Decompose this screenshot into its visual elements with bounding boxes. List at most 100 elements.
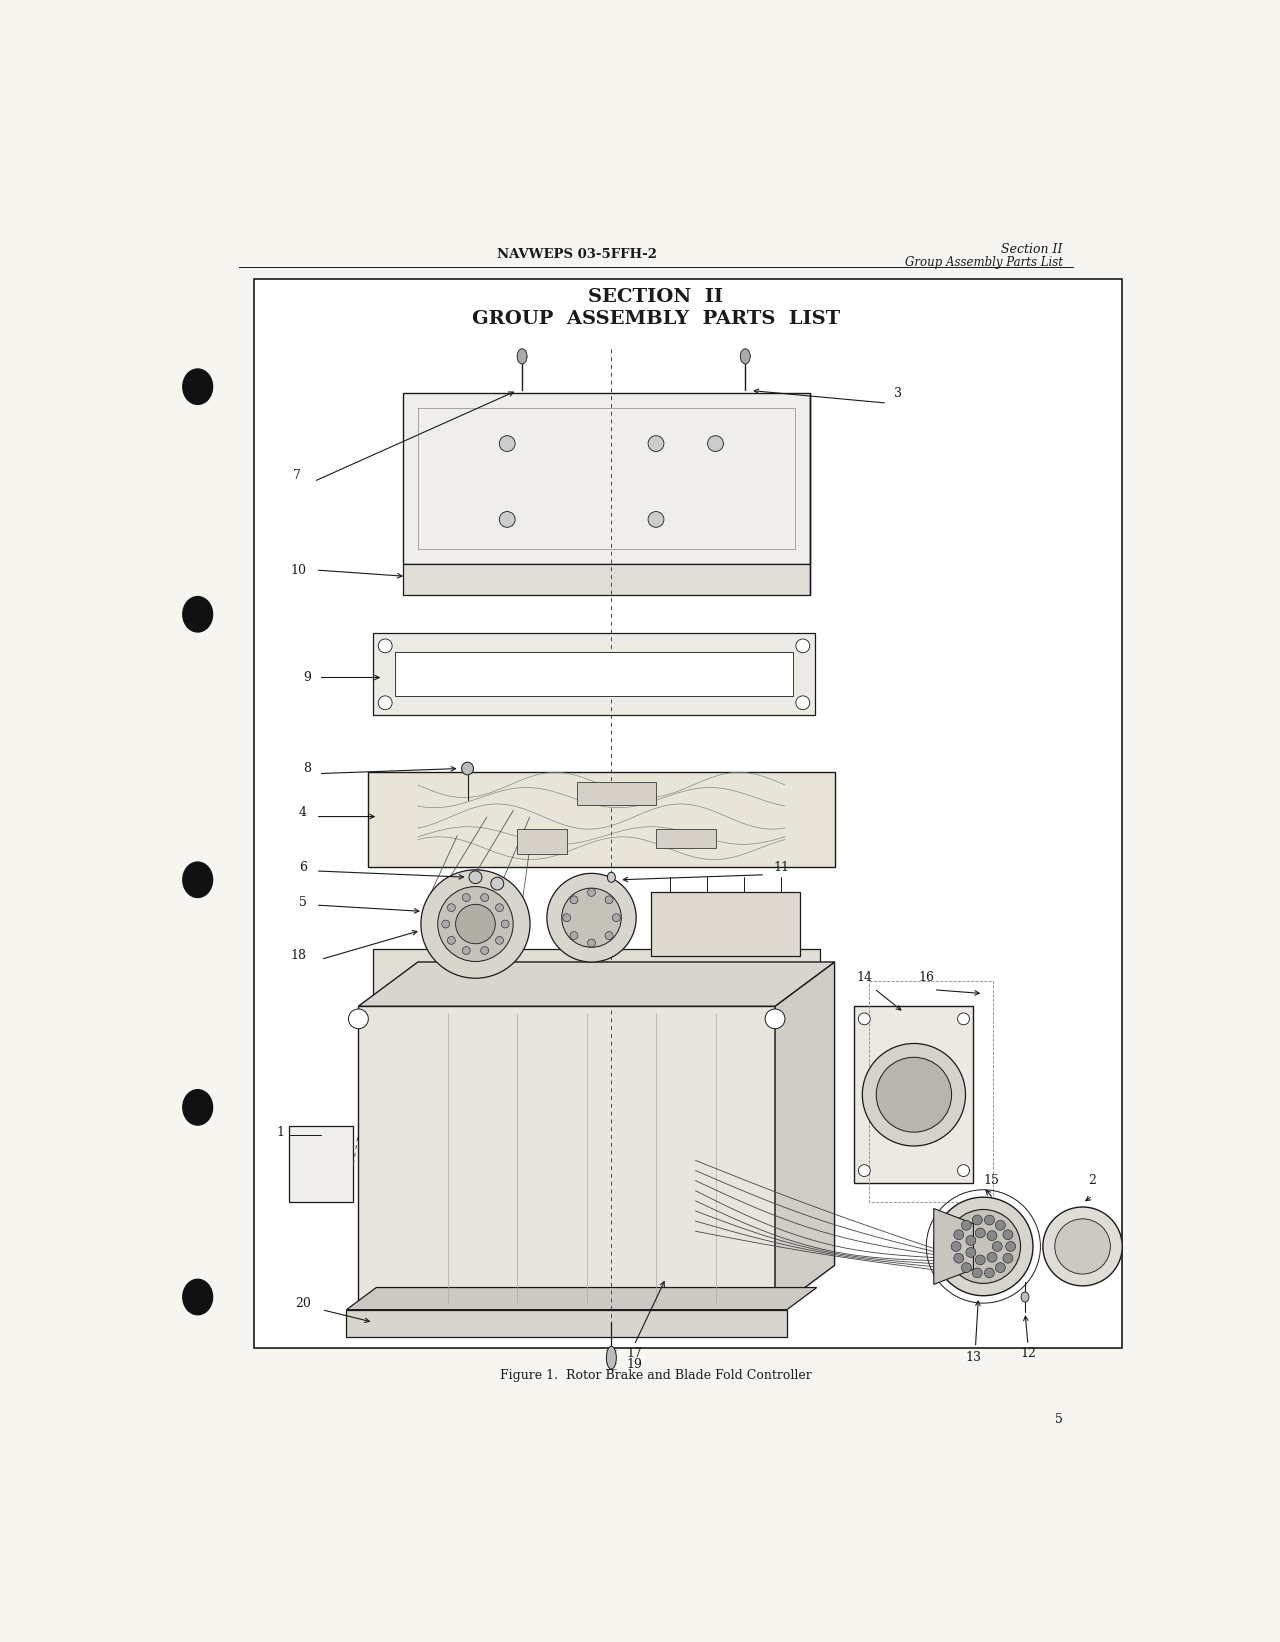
- Circle shape: [961, 1220, 972, 1230]
- Circle shape: [946, 1210, 1020, 1284]
- Circle shape: [462, 946, 470, 954]
- Circle shape: [438, 887, 513, 962]
- Circle shape: [495, 903, 503, 911]
- Circle shape: [996, 1263, 1005, 1273]
- Circle shape: [957, 1164, 969, 1177]
- Circle shape: [563, 913, 571, 921]
- Text: NAVWEPS 03-5FFH-2: NAVWEPS 03-5FFH-2: [497, 248, 657, 261]
- Text: 9: 9: [303, 672, 311, 685]
- Polygon shape: [347, 1287, 817, 1310]
- Circle shape: [448, 903, 456, 911]
- Text: 4: 4: [298, 806, 307, 819]
- Ellipse shape: [607, 1346, 617, 1369]
- Text: 15: 15: [983, 1174, 1000, 1187]
- Text: 5: 5: [1055, 1414, 1062, 1427]
- Polygon shape: [517, 829, 567, 854]
- Text: 12: 12: [1020, 1348, 1036, 1361]
- Circle shape: [1043, 1207, 1123, 1286]
- Circle shape: [957, 1013, 969, 1025]
- Text: 2: 2: [1088, 1174, 1097, 1187]
- Text: 7: 7: [293, 468, 301, 481]
- Circle shape: [796, 639, 810, 654]
- Text: 20: 20: [294, 1297, 311, 1310]
- Text: SECTION  II: SECTION II: [589, 287, 723, 305]
- Text: 14: 14: [856, 970, 873, 984]
- Circle shape: [481, 893, 489, 901]
- Ellipse shape: [1021, 1292, 1029, 1302]
- Circle shape: [421, 870, 530, 979]
- Polygon shape: [403, 563, 810, 596]
- Circle shape: [547, 874, 636, 962]
- Circle shape: [648, 512, 664, 527]
- Circle shape: [933, 1197, 1033, 1296]
- Polygon shape: [396, 652, 792, 696]
- Circle shape: [992, 1241, 1002, 1251]
- Circle shape: [859, 1164, 870, 1177]
- Circle shape: [570, 931, 579, 939]
- Polygon shape: [289, 1126, 353, 1202]
- Ellipse shape: [517, 348, 527, 365]
- Text: 10: 10: [291, 563, 307, 576]
- Text: 17: 17: [626, 1348, 643, 1361]
- Circle shape: [1004, 1230, 1012, 1240]
- Text: 11: 11: [773, 860, 788, 874]
- Ellipse shape: [490, 877, 504, 890]
- Circle shape: [502, 920, 509, 928]
- Circle shape: [863, 1043, 965, 1146]
- Circle shape: [987, 1232, 997, 1241]
- Circle shape: [588, 888, 595, 897]
- Circle shape: [984, 1268, 995, 1277]
- Text: 19: 19: [626, 1358, 643, 1371]
- Circle shape: [570, 897, 579, 903]
- Polygon shape: [358, 962, 835, 1007]
- Ellipse shape: [183, 862, 212, 898]
- Circle shape: [961, 1263, 972, 1273]
- Text: 8: 8: [303, 762, 311, 775]
- Circle shape: [966, 1248, 975, 1258]
- Text: 1: 1: [276, 1126, 284, 1140]
- Circle shape: [612, 913, 621, 921]
- Text: 16: 16: [919, 970, 934, 984]
- Circle shape: [379, 639, 392, 654]
- Circle shape: [442, 920, 449, 928]
- Polygon shape: [855, 1007, 973, 1184]
- Ellipse shape: [183, 1090, 212, 1125]
- Circle shape: [984, 1215, 995, 1225]
- Circle shape: [996, 1220, 1005, 1230]
- Polygon shape: [358, 1007, 776, 1310]
- Circle shape: [456, 905, 495, 944]
- Circle shape: [765, 1008, 785, 1030]
- Text: 3: 3: [895, 386, 902, 399]
- Ellipse shape: [183, 369, 212, 404]
- Circle shape: [499, 512, 515, 527]
- Text: 5: 5: [300, 897, 307, 910]
- Circle shape: [973, 1268, 982, 1277]
- Circle shape: [562, 888, 621, 947]
- Polygon shape: [776, 962, 835, 1310]
- Polygon shape: [369, 772, 835, 867]
- Circle shape: [499, 435, 515, 452]
- Circle shape: [951, 1241, 961, 1251]
- Circle shape: [605, 931, 613, 939]
- Circle shape: [975, 1228, 986, 1238]
- Text: Figure 1.  Rotor Brake and Blade Fold Controller: Figure 1. Rotor Brake and Blade Fold Con…: [500, 1369, 812, 1383]
- Ellipse shape: [183, 1279, 212, 1315]
- Circle shape: [987, 1253, 997, 1263]
- Circle shape: [481, 946, 489, 954]
- Circle shape: [877, 1057, 951, 1133]
- Circle shape: [462, 893, 470, 901]
- Circle shape: [1006, 1241, 1015, 1251]
- Circle shape: [966, 1235, 975, 1245]
- Circle shape: [379, 696, 392, 709]
- Circle shape: [605, 897, 613, 903]
- Polygon shape: [657, 829, 716, 849]
- Text: 18: 18: [291, 949, 307, 962]
- Polygon shape: [934, 1209, 973, 1284]
- Circle shape: [448, 936, 456, 944]
- Ellipse shape: [608, 872, 616, 882]
- Ellipse shape: [462, 762, 474, 775]
- Circle shape: [954, 1230, 964, 1240]
- Circle shape: [973, 1215, 982, 1225]
- Ellipse shape: [740, 348, 750, 365]
- Circle shape: [708, 435, 723, 452]
